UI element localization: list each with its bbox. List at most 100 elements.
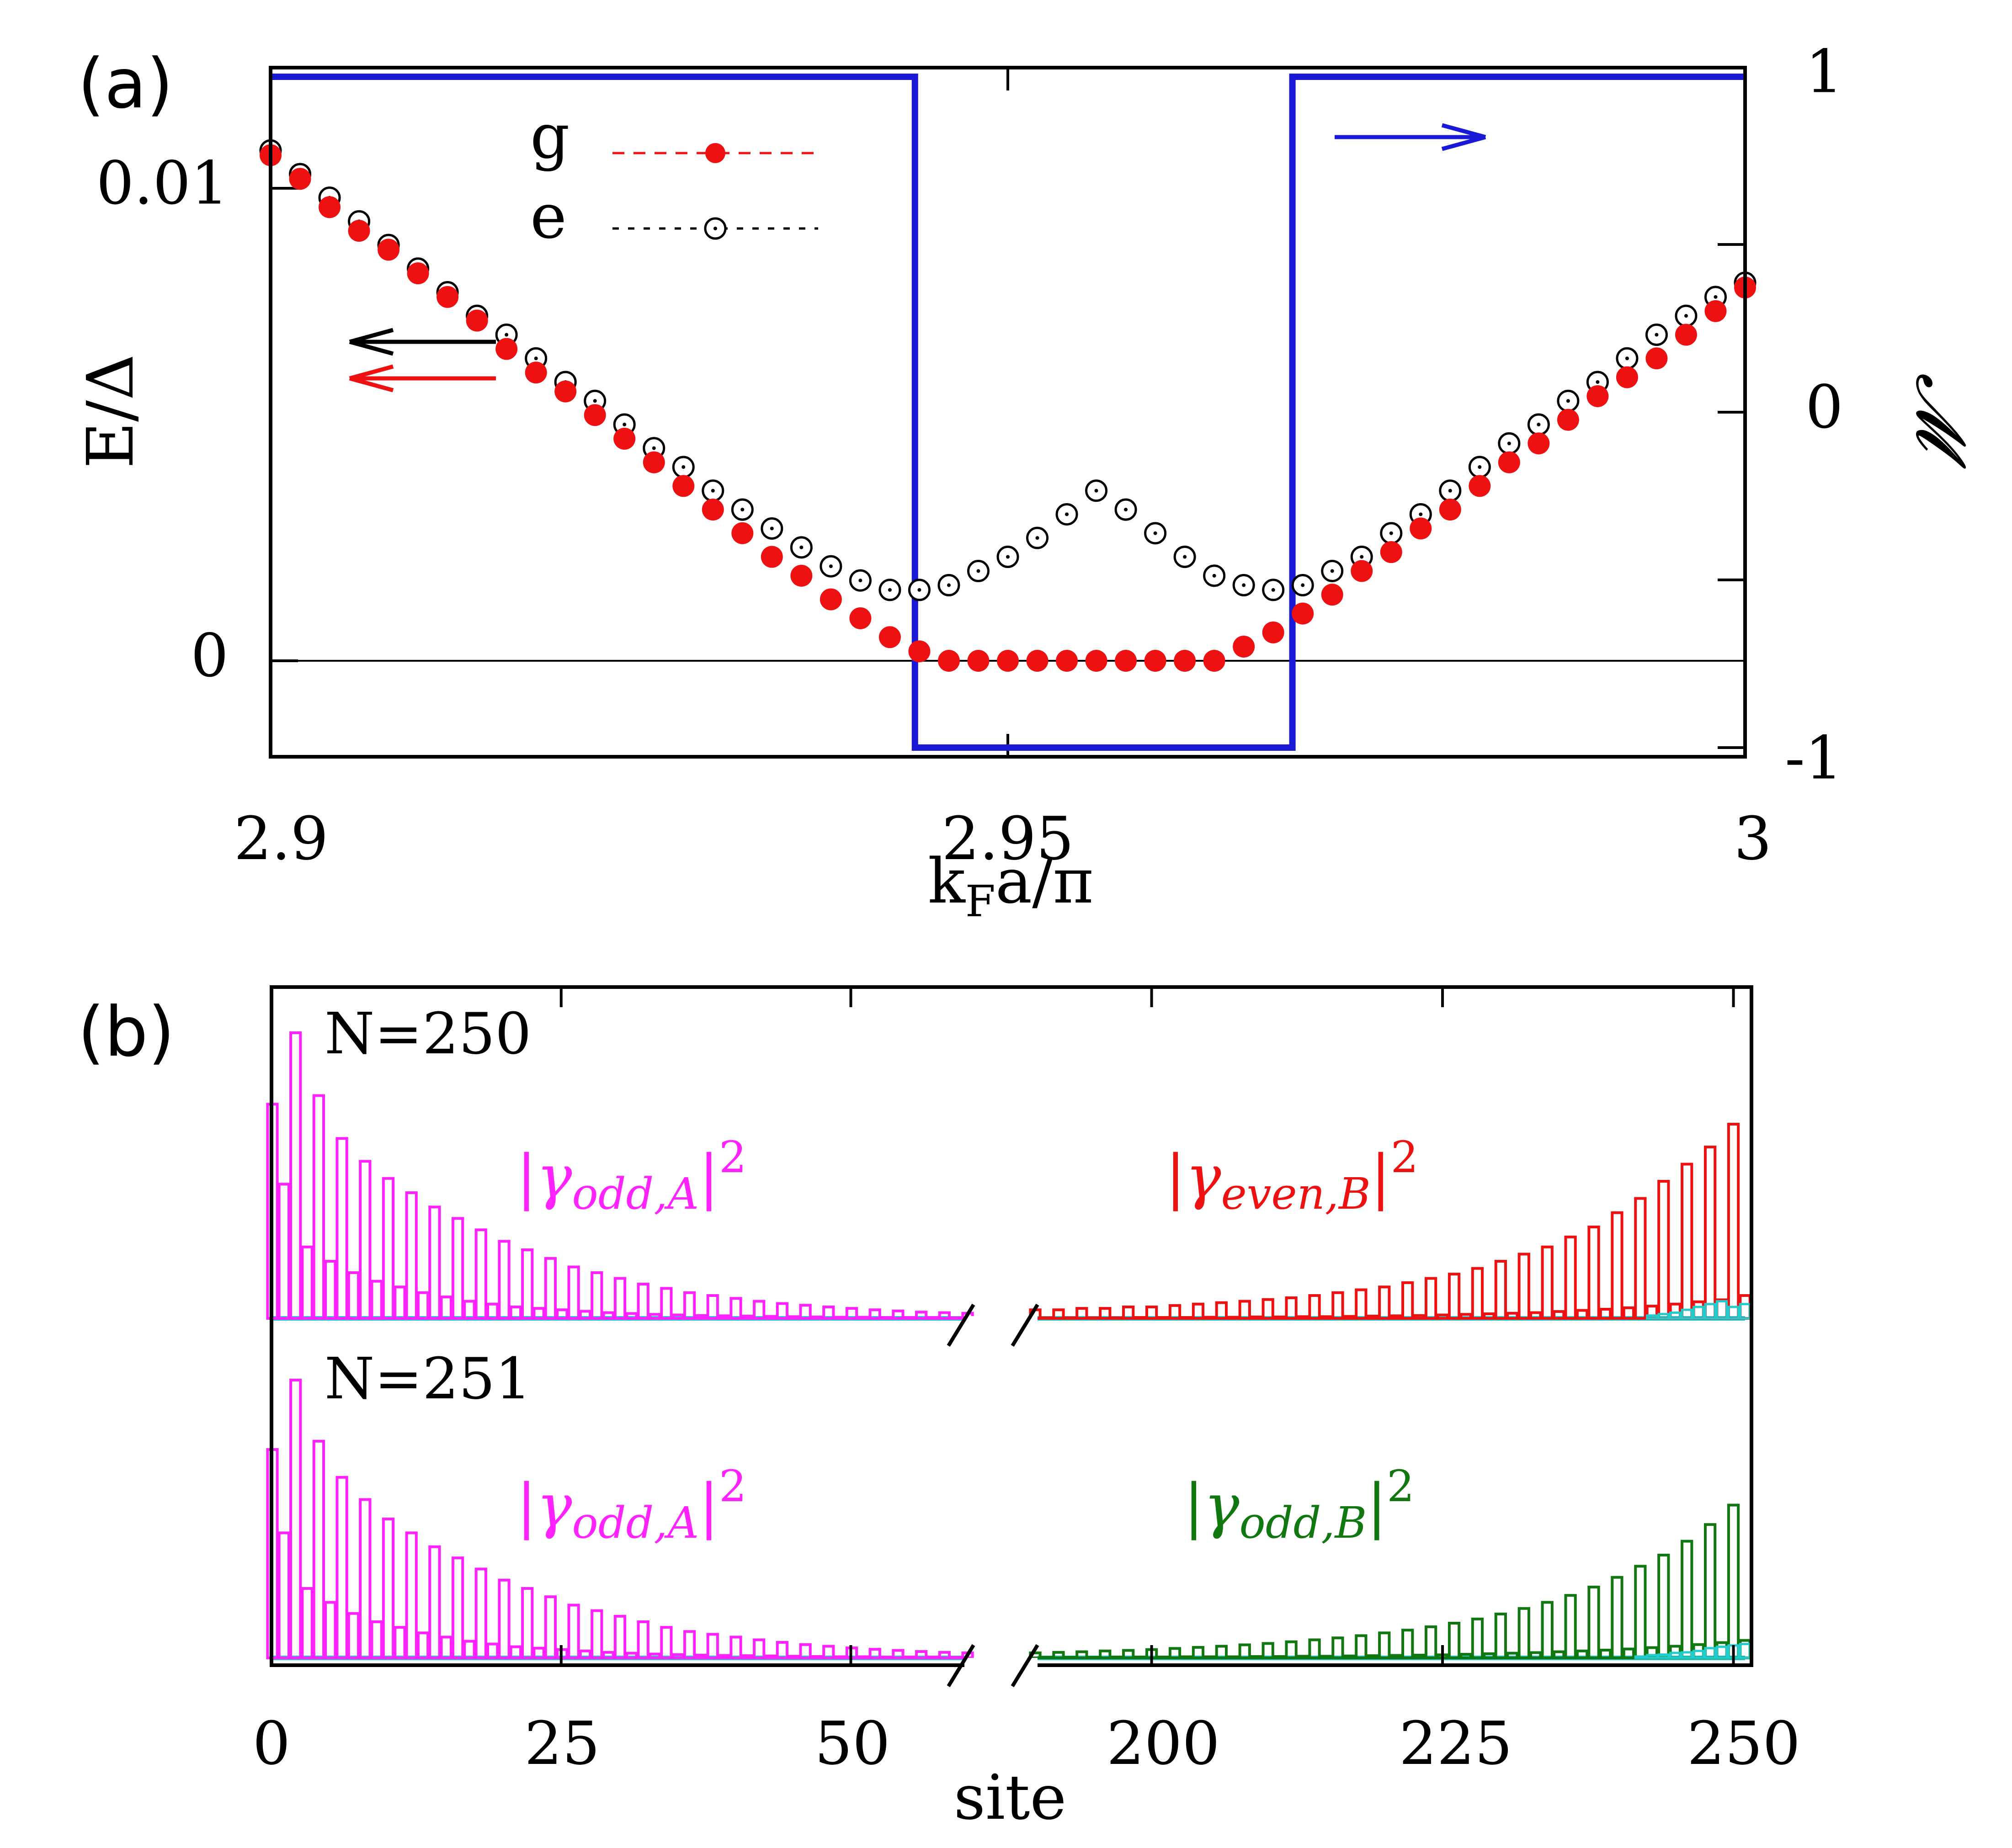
point-g-39 [1410, 517, 1432, 540]
sub0-left-bar-8 [359, 1160, 372, 1320]
sub0-left-bar-39 [718, 1314, 731, 1320]
sub1-left-bar-42 [753, 1638, 766, 1659]
sub1-left-bar-31 [625, 1652, 638, 1660]
sub0-cyan-bar-5 [1681, 1308, 1693, 1320]
sub1-right-bar-1 [1040, 1656, 1054, 1659]
point-g-44 [1557, 409, 1579, 431]
blue-arrow-head [1441, 123, 1486, 151]
right-axis-arrow [1335, 123, 1486, 151]
sub0-left-bar-3 [301, 1245, 314, 1320]
sub1-right-bar-29 [1366, 1654, 1379, 1659]
sub1-right-bar-19 [1250, 1655, 1263, 1659]
point-g-26 [1026, 650, 1049, 672]
sub0-right-bar-33 [1413, 1314, 1426, 1320]
x-axis-label-subscript: F [965, 876, 995, 927]
sub0-cyan-bar-4 [1669, 1312, 1682, 1320]
sub1-left-bar-49 [834, 1655, 846, 1660]
sub0-right-bar-44 [1541, 1245, 1554, 1320]
sub1-left-bar-19 [486, 1642, 499, 1660]
series-label-bottom-left-sup: 2 [719, 1461, 746, 1512]
sub0-left-bar-58 [938, 1311, 951, 1320]
sub0-left-bar-53 [880, 1316, 893, 1320]
sub1-left-bar-8 [359, 1498, 372, 1659]
sub1-right-bar-30 [1378, 1631, 1391, 1660]
sub1-left-bar-47 [810, 1655, 824, 1659]
sub0-right-bar-18 [1238, 1300, 1251, 1320]
point-g-24 [967, 650, 990, 672]
point-g-17 [761, 546, 783, 568]
sub0-left-bar-15 [440, 1296, 452, 1320]
series-label-bottom-left-bar: | [699, 1471, 719, 1540]
sub0-left-bar-37 [695, 1314, 708, 1320]
sub1-right-bar-48 [1587, 1585, 1600, 1659]
sub1-left-bar-29 [602, 1651, 615, 1660]
sub0-right-bar-27 [1343, 1315, 1356, 1320]
sub0-right-bar-19 [1250, 1315, 1263, 1320]
sub0-right-bar-40 [1494, 1260, 1507, 1320]
sub1-left-bar-37 [695, 1653, 708, 1659]
sub0-left-bar-10 [382, 1177, 395, 1320]
point-e-dot-19 [829, 564, 833, 568]
y-left-axis-label: E/Δ [74, 354, 148, 468]
point-g-2 [319, 196, 341, 218]
sub0-left-bar-38 [706, 1294, 719, 1320]
sub1-right-bar-49 [1599, 1648, 1612, 1660]
sub0-left-bar-20 [498, 1240, 511, 1320]
point-g-13 [643, 451, 665, 473]
series-label-top-right-sup: 2 [1391, 1132, 1418, 1183]
sub0-right-bar-45 [1553, 1310, 1565, 1320]
sub0-left-bar-6 [335, 1137, 348, 1320]
sub0-left-bar-18 [474, 1228, 487, 1320]
sub1-left-bar-44 [776, 1641, 789, 1659]
sub0-right-bar-38 [1471, 1267, 1484, 1320]
point-g-7 [466, 309, 488, 332]
sub0-left-bar-55 [903, 1316, 916, 1320]
left-axis-arrows [349, 328, 496, 393]
point-e-dot-34 [1271, 588, 1275, 592]
sub1-left-bar-41 [741, 1654, 754, 1659]
sub0-left-bar-40 [729, 1297, 742, 1320]
point-e-dot-8 [505, 333, 509, 337]
sub0-left-bar-43 [764, 1315, 777, 1320]
sub1-left-bar-51 [857, 1655, 870, 1660]
sub1-left-bar-2 [289, 1379, 302, 1659]
sub1-right-bar-11 [1157, 1656, 1170, 1660]
sub1-left-bar-48 [822, 1645, 835, 1660]
sub0-right-bar-14 [1192, 1302, 1205, 1320]
sub0-left-bar-22 [521, 1248, 534, 1320]
sub1-cyan-bar-5 [1669, 1652, 1682, 1659]
sub0-left-bar-2 [289, 1031, 302, 1320]
point-e-dot-24 [976, 569, 980, 573]
sub0-left-bar-35 [671, 1313, 684, 1320]
sub1-left-bar-40 [729, 1636, 742, 1659]
sub1-right-bar-50 [1611, 1576, 1623, 1659]
sub1-left-bar-13 [416, 1631, 430, 1660]
sub0-left-bar-14 [428, 1205, 441, 1320]
sub1-left-bar-57 [926, 1656, 939, 1660]
sub0-left-bar-45 [788, 1315, 800, 1320]
point-e-dot-27 [1065, 512, 1069, 516]
sub0-left-bar-26 [567, 1265, 580, 1320]
point-e-dot-14 [681, 465, 686, 469]
sub0-cyan-bar-6 [1693, 1306, 1705, 1320]
series-label-bottom-right-sub: odd,B [1240, 1498, 1367, 1548]
sub0-left-bar-12 [405, 1191, 418, 1320]
sub1-left-bar-17 [463, 1640, 476, 1660]
sub0-right-bar-48 [1587, 1226, 1600, 1320]
point-e-dot-31 [1183, 555, 1187, 559]
sub0-left-bar-21 [509, 1306, 522, 1320]
series-label-bottom-left-base: γ [537, 1471, 572, 1540]
sub0-right-bar-9 [1134, 1316, 1146, 1320]
axis-break-mark-top [947, 1303, 1039, 1347]
sub1-right-bar-34 [1424, 1625, 1437, 1660]
sub1-right-bar-20 [1261, 1642, 1274, 1660]
sub0-left-bar-51 [857, 1316, 870, 1320]
point-e-dot-22 [917, 588, 921, 592]
sub1-left-bar-28 [591, 1609, 603, 1659]
sub0-right-bar-22 [1285, 1296, 1298, 1320]
series-label-top-left: |γodd,A|2 [516, 1132, 746, 1219]
point-g-33 [1233, 635, 1255, 658]
point-g-20 [849, 607, 872, 629]
sub1-left-bar-54 [892, 1649, 905, 1659]
